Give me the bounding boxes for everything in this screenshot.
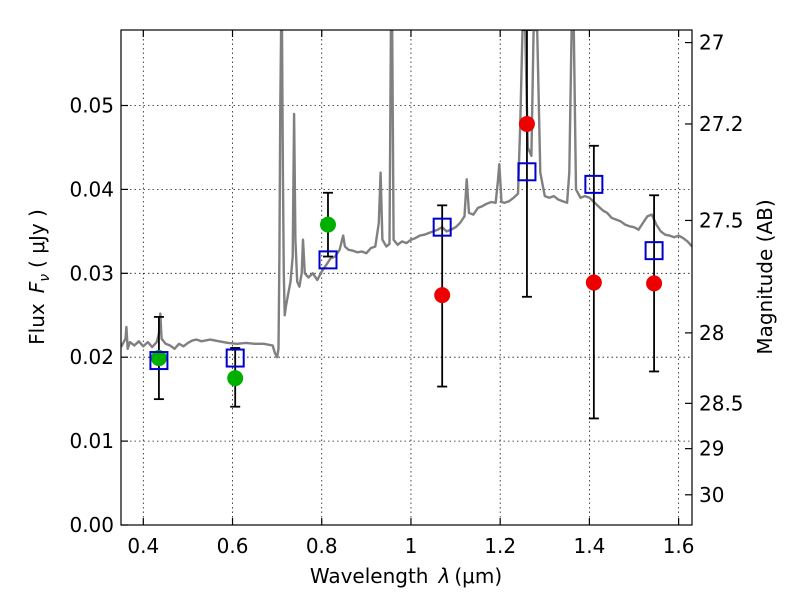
x-tick-label: 0.8 [306,534,338,558]
right-tick-label: 27 [699,31,724,55]
right-tick-label: 28.5 [699,391,744,415]
green-data-point [227,370,244,387]
y-tick-label: 0.04 [69,177,114,201]
y-tick-label: 0.03 [69,261,114,285]
grid-lines [121,30,692,525]
model-points [149,162,664,371]
right-axis-label: Magnitude (AB) [753,199,777,354]
red-data-point [518,115,535,132]
right-tick-label: 30 [699,483,724,507]
red-data-point [646,275,663,292]
right-tick-label: 29 [699,437,724,461]
x-tick-label: 1 [405,534,418,558]
x-tick-label: 1.6 [663,534,695,558]
model-point-square [517,162,537,182]
x-axis-label: Wavelength λ (μm) [310,564,502,588]
model-point-square [584,174,604,194]
x-tick-label: 0.4 [127,534,159,558]
y-tick-label: 0.05 [69,94,114,118]
green-data-point [319,216,336,233]
red-data-point [434,287,451,304]
x-tick-label: 1.2 [484,534,516,558]
model-point-square [318,250,338,270]
right-tick-label: 28 [699,321,724,345]
right-tick-label: 27.2 [699,112,744,136]
y-axis-label: FluxFν( μJy ) [25,209,53,345]
red-data-point [585,274,602,291]
observed-points [150,115,663,387]
model-point-square [149,351,169,371]
y-tick-label: 0.00 [69,513,114,537]
spectrum-layer [121,30,692,359]
y-tick-label: 0.02 [69,345,114,369]
plot-frame [120,29,693,526]
model-point-square [225,348,245,368]
x-tick-label: 0.6 [217,534,249,558]
y-tick-label: 0.01 [69,429,114,453]
axis-ticks [121,30,692,526]
x-tick-label: 1.4 [573,534,605,558]
right-tick-label: 27.5 [699,208,744,232]
model-spectrum-line [121,30,692,359]
model-point-square [432,217,452,237]
plot-background [121,30,692,525]
model-point-square [644,241,664,261]
